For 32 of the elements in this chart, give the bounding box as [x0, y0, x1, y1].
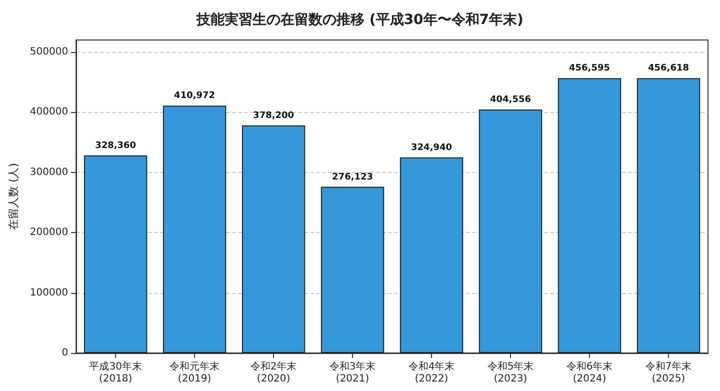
- bar: [320, 186, 384, 353]
- data-label: 378,200: [253, 110, 294, 121]
- bar: [242, 125, 306, 353]
- data-label: 324,940: [411, 142, 452, 153]
- bar: [636, 78, 700, 353]
- x-tick-label: 平成30年末 (2018): [89, 360, 142, 384]
- y-tick-label: 100000: [30, 287, 68, 298]
- x-tick-label: 令和3年末 (2021): [329, 360, 376, 384]
- x-tick-label: 令和6年末 (2024): [566, 360, 613, 384]
- data-label: 410,972: [174, 91, 216, 102]
- y-tick-label: 400000: [30, 106, 68, 118]
- chart-title: 技能実習生の在留数の推移 (平成30年〜令和7年末): [196, 11, 524, 28]
- bar: [400, 157, 464, 353]
- bar: [478, 109, 542, 353]
- y-axis-title: 在留人数 (人): [7, 162, 20, 230]
- y-tick-label: 500000: [30, 46, 68, 58]
- x-tick-label: 令和5年末 (2023): [487, 360, 534, 384]
- x-tick-label: 令和4年末 (2022): [408, 360, 455, 384]
- x-tick-label: 令和2年末 (2020): [250, 360, 297, 384]
- data-label: 456,618: [648, 64, 690, 74]
- y-tick-label: 300000: [30, 166, 68, 178]
- x-tick-label: 令和7年末 (2025): [645, 360, 692, 384]
- bar: [162, 106, 226, 353]
- data-label: 276,123: [332, 172, 374, 182]
- data-label: 328,360: [95, 140, 136, 151]
- x-tick-label: 令和元年末 (2019): [170, 360, 220, 384]
- bar: [558, 78, 622, 353]
- data-label: 404,556: [490, 94, 532, 105]
- y-tick-label: 0: [62, 348, 68, 358]
- data-label: 456,595: [569, 64, 610, 74]
- bar: [84, 155, 148, 353]
- y-tick-label: 200000: [30, 227, 68, 238]
